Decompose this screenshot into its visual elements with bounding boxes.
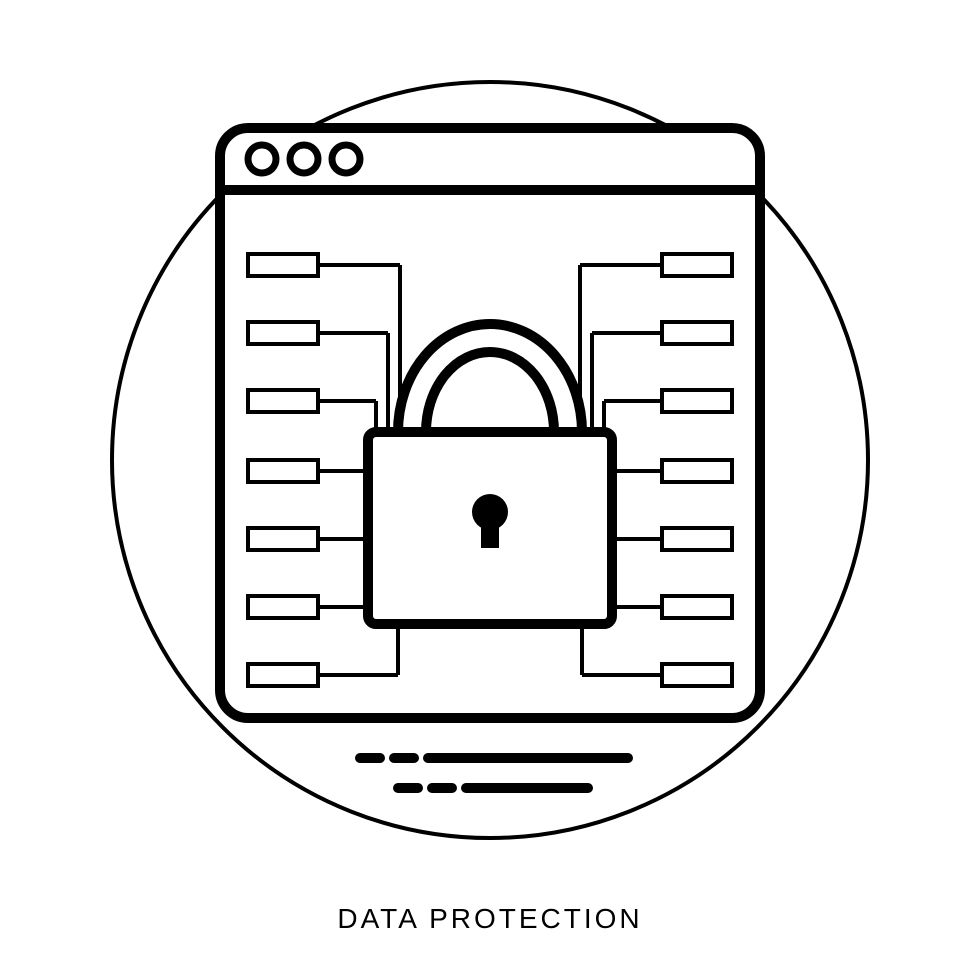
data-protection-icon <box>0 0 980 980</box>
infographic-canvas: DATA PROTECTION <box>0 0 980 980</box>
caption-text: DATA PROTECTION <box>0 903 980 935</box>
